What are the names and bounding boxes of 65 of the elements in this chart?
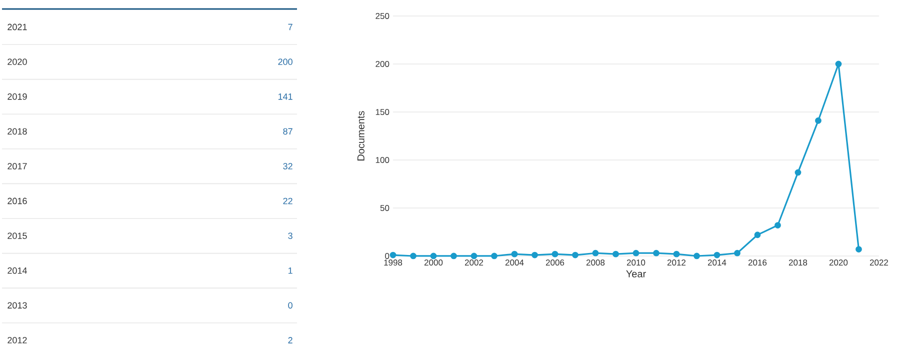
data-label: 200 — [278, 58, 292, 65]
y-tick-label: 2012 — [8, 336, 27, 344]
point — [612, 250, 619, 258]
point — [714, 252, 720, 258]
data-label: 2 — [288, 337, 292, 344]
x-tick-label: 2020 — [829, 260, 848, 266]
point — [390, 252, 396, 258]
x-tick-label: 2018 — [788, 260, 808, 266]
y-tick-label: 50 — [380, 204, 390, 211]
x-tick-label: 2022 — [870, 260, 888, 266]
x-tick-label: 2006 — [546, 260, 564, 266]
point — [592, 250, 599, 256]
point — [511, 250, 518, 258]
x-tick-label: 2000 — [424, 260, 443, 266]
y-tick-label: 2014 — [8, 267, 27, 274]
point — [835, 60, 842, 68]
point — [491, 252, 498, 260]
y-tick-label: 0 — [385, 252, 390, 259]
y-tick-label: 2019 — [8, 93, 27, 100]
point — [632, 250, 640, 256]
point — [653, 250, 660, 256]
data-label: 141 — [278, 93, 292, 100]
x-tick-label: 1998 — [384, 260, 402, 266]
y-axis-title: Documents — [357, 111, 364, 160]
y-tick-label: 2018 — [8, 128, 27, 135]
point — [532, 252, 538, 258]
point — [694, 252, 700, 260]
point — [552, 250, 558, 258]
y-tick-label: 2015 — [8, 232, 27, 239]
data-label: 87 — [283, 128, 292, 135]
x-tick-label: 2008 — [586, 260, 605, 266]
y-tick-label: 100 — [376, 156, 390, 163]
point — [673, 250, 680, 258]
y-tick-label: 2020 — [8, 58, 27, 65]
y-tick-label: 2021 — [8, 24, 27, 30]
y-tick-label: 250 — [376, 12, 390, 20]
point — [470, 252, 478, 260]
y-tick-label: 200 — [376, 60, 390, 67]
point — [734, 250, 740, 256]
x-tick-label: 2004 — [505, 260, 524, 266]
point — [754, 232, 761, 238]
x-tick-label: 2014 — [708, 260, 726, 266]
data-label: 0 — [288, 302, 292, 309]
point — [774, 222, 781, 228]
data-label: 3 — [288, 232, 292, 239]
point — [815, 117, 822, 124]
point — [856, 246, 862, 252]
y-tick-label: 2013 — [8, 302, 27, 309]
x-tick-label: 2002 — [464, 260, 484, 266]
x-tick-label: 2016 — [748, 260, 767, 266]
data-label: 7 — [288, 24, 292, 30]
point — [572, 252, 578, 258]
point — [410, 252, 416, 260]
point — [430, 252, 437, 260]
data-label: 22 — [283, 198, 292, 204]
y-tick-label: 2016 — [8, 198, 27, 204]
y-tick-label: 2017 — [8, 163, 27, 170]
x-axis-title: Year — [626, 270, 646, 278]
point — [450, 252, 457, 260]
x-tick-label: 2012 — [667, 260, 686, 266]
point — [794, 169, 802, 176]
data-label: 1 — [288, 267, 292, 274]
y-tick-label: 150 — [376, 108, 390, 115]
data-label: 32 — [283, 163, 292, 170]
x-tick-label: 2010 — [626, 260, 646, 266]
